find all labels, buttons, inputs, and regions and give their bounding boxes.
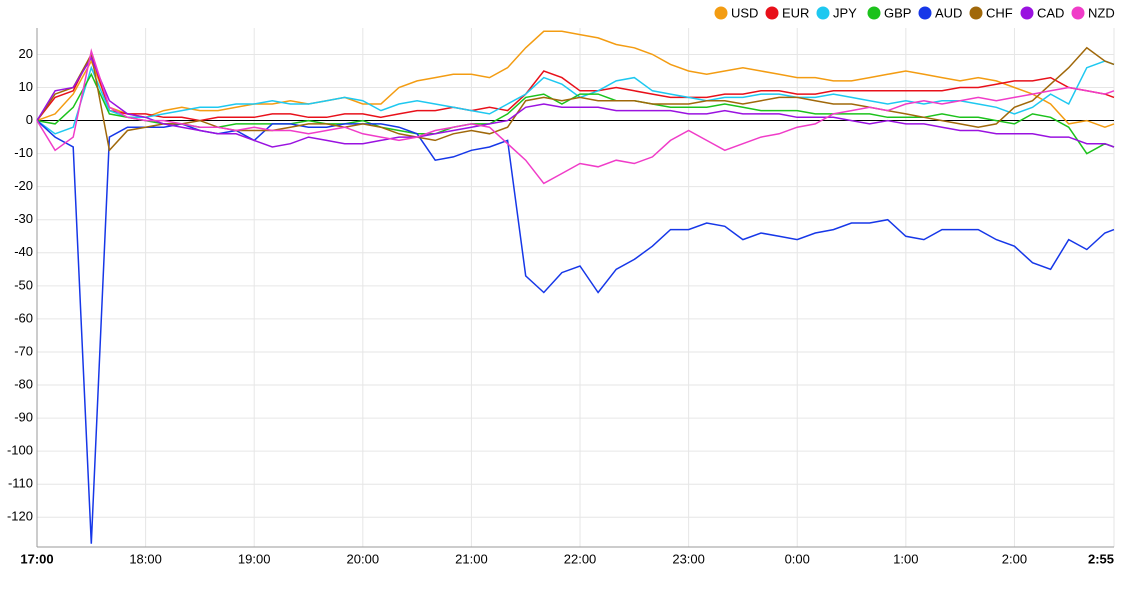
legend-marker [1071,6,1085,20]
y-tick-label: -120 [7,509,33,524]
x-tick-label: 23:00 [672,551,705,566]
series-line [36,30,1115,128]
series-line [36,52,1115,122]
y-tick-label: -10 [14,145,33,160]
legend-marker [867,6,881,20]
x-tick-label: 21:00 [455,551,488,566]
y-tick-label: -30 [14,211,33,226]
y-tick-label: -80 [14,376,33,391]
series-line [36,72,1115,155]
legend-marker [816,6,830,20]
x-tick-label: 0:00 [785,551,810,566]
y-tick-label: -50 [14,277,33,292]
legend-label: GBP [884,5,911,20]
y-tick-label: -90 [14,410,33,425]
y-tick-label: 0 [26,112,33,127]
y-tick-label: -20 [14,178,33,193]
y-tick-label: -110 [8,476,33,491]
x-tick-label: 2:00 [1002,551,1027,566]
series-line [36,56,1115,148]
legend-marker [969,6,983,20]
y-tick-label: 20 [19,46,33,61]
y-tick-label: 10 [19,79,33,94]
x-tick-label: 17:00 [20,551,53,566]
x-tick-label: 18:00 [129,551,162,566]
legend-marker [765,6,779,20]
legend-label: JPY [833,5,857,20]
x-tick-label: 19:00 [238,551,271,566]
y-tick-label: -40 [14,244,33,259]
series-line [36,48,1115,185]
legend-marker [918,6,932,20]
x-tick-label: 1:00 [893,551,918,566]
x-tick-label: 22:00 [564,551,597,566]
legend-label: EUR [782,5,809,20]
y-tick-label: -100 [7,443,33,458]
legend-label: NZD [1088,5,1115,20]
legend-marker [714,6,728,20]
y-tick-label: -70 [14,343,33,358]
legend-marker [1020,6,1034,20]
x-tick-label: 20:00 [347,551,380,566]
y-tick-label: -60 [14,310,33,325]
series-line [36,46,1115,152]
legend-label: USD [731,5,758,20]
legend-label: AUD [935,5,962,20]
legend-label: CHF [986,5,1013,20]
series-line [36,120,1115,544]
x-tick-label: 2:55 [1088,551,1114,566]
legend-label: CAD [1037,5,1064,20]
